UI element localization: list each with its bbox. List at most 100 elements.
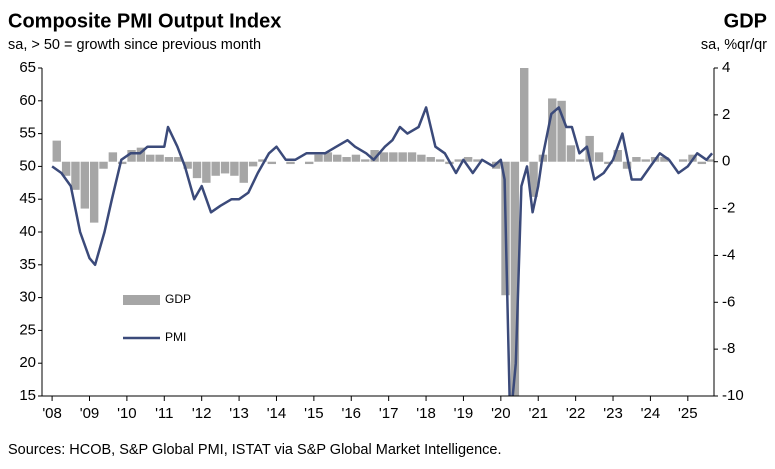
- x-tick-label: '19: [454, 405, 474, 422]
- gdp-bar: [407, 152, 417, 162]
- gdp-bar: [183, 161, 192, 169]
- chart-subtitle: sa, > 50 = growth since previous month: [8, 37, 261, 53]
- x-tick-label: '14: [267, 405, 287, 422]
- gdp-bar: [463, 157, 473, 162]
- y2-tick-label: -6: [722, 293, 735, 310]
- gdp-bar: [370, 150, 379, 162]
- x-tick-label: '24: [641, 405, 661, 422]
- gdp-bar: [146, 154, 155, 162]
- gdp-bar: [520, 68, 529, 162]
- x-tick-label: '25: [678, 405, 698, 422]
- y-tick-label: 20: [19, 354, 36, 371]
- y2-tick-label: -4: [722, 246, 735, 263]
- gdp-bar: [323, 152, 333, 162]
- y2-subtitle: sa, %qr/qr: [701, 37, 767, 53]
- gdp-bar: [239, 161, 248, 183]
- gdp-bar: [398, 152, 407, 162]
- source-note: Sources: HCOB, S&P Global PMI, ISTAT via…: [8, 442, 501, 458]
- legend-label: PMI: [165, 330, 186, 344]
- y-tick-label: 40: [19, 223, 36, 240]
- gdp-bar: [61, 161, 71, 176]
- x-tick-label: '18: [416, 405, 436, 422]
- gdp-bar: [314, 154, 323, 162]
- y2-tick-label: 2: [722, 106, 730, 123]
- x-tick-label: '08: [42, 405, 62, 422]
- y2-tick-label: 4: [722, 59, 730, 76]
- y-tick-label: 30: [19, 289, 36, 306]
- gdp-bar: [473, 159, 482, 162]
- gdp-bar: [155, 154, 164, 162]
- x-tick-label: '09: [80, 405, 100, 422]
- x-tick-label: '13: [229, 405, 249, 422]
- pmi-line: [51, 106, 714, 396]
- y-tick-label: 15: [19, 387, 36, 404]
- x-tick-label: '11: [155, 405, 173, 422]
- gdp-bar: [678, 159, 688, 162]
- gdp-bar: [604, 161, 613, 165]
- gdp-bar: [697, 161, 707, 165]
- legend-label: GDP: [165, 292, 191, 306]
- gdp-bar: [230, 161, 239, 176]
- gdp-bar: [510, 161, 520, 396]
- gdp-bar: [286, 161, 295, 165]
- gdp-bar: [576, 159, 585, 162]
- gdp-bar: [389, 152, 398, 162]
- gdp-bar: [71, 161, 80, 190]
- y2-tick-label: -2: [722, 200, 735, 217]
- y-tick-label: 60: [19, 92, 36, 109]
- y-tick-label: 35: [19, 256, 36, 273]
- legend-swatch: [123, 295, 160, 305]
- gdp-bar: [52, 140, 61, 162]
- gdp-bar: [136, 147, 146, 162]
- gdp-bar: [417, 154, 426, 162]
- gdp-bar: [435, 159, 445, 162]
- y2-tick-label: 0: [722, 153, 730, 170]
- y-tick-label: 50: [19, 157, 36, 174]
- x-tick-label: '15: [304, 405, 324, 422]
- gdp-bar: [613, 150, 622, 162]
- gdp-bar: [529, 161, 538, 197]
- gdp-bar: [454, 159, 463, 162]
- gdp-bar: [557, 100, 566, 162]
- x-tick-label: '10: [117, 405, 137, 422]
- gdp-bar: [706, 159, 714, 162]
- gdp-bar: [248, 161, 258, 167]
- gdp-bar: [351, 154, 361, 162]
- gdp-bar: [258, 159, 267, 162]
- x-tick-label: '22: [566, 405, 586, 422]
- gdp-bar: [548, 98, 557, 162]
- gdp-bar: [594, 152, 604, 162]
- gdp-bar: [118, 161, 127, 165]
- x-tick-label: '17: [379, 405, 399, 422]
- y2-tick-label: -10: [722, 387, 744, 404]
- gdp-bar: [342, 157, 351, 162]
- chart-title: Composite PMI Output Index: [8, 10, 281, 32]
- gdp-bar: [174, 157, 183, 162]
- gdp-bar: [164, 157, 174, 162]
- x-tick-label: '16: [341, 405, 361, 422]
- gdp-bar: [202, 161, 211, 183]
- y-tick-label: 65: [19, 59, 36, 76]
- gdp-bar: [89, 161, 99, 223]
- gdp-bar: [220, 161, 230, 174]
- gdp-bar: [585, 135, 594, 162]
- gdp-bar: [80, 161, 90, 209]
- y-tick-label: 55: [19, 125, 36, 142]
- gdp-bar: [108, 152, 118, 162]
- gdp-bar: [211, 161, 220, 176]
- gdp-bar: [426, 157, 435, 162]
- gdp-bar: [267, 161, 277, 165]
- gdp-bar: [333, 154, 342, 162]
- gdp-bar: [660, 157, 669, 162]
- gdp-bar: [99, 161, 108, 169]
- gdp-bar: [127, 150, 136, 162]
- y-tick-label: 25: [19, 321, 36, 338]
- gdp-bar: [622, 161, 632, 169]
- plot-area: [51, 68, 714, 396]
- x-tick-label: '21: [528, 405, 548, 422]
- gdp-bar: [304, 161, 314, 165]
- gdp-bar: [361, 159, 370, 162]
- x-tick-label: '23: [603, 405, 623, 422]
- x-tick-label: '20: [491, 405, 511, 422]
